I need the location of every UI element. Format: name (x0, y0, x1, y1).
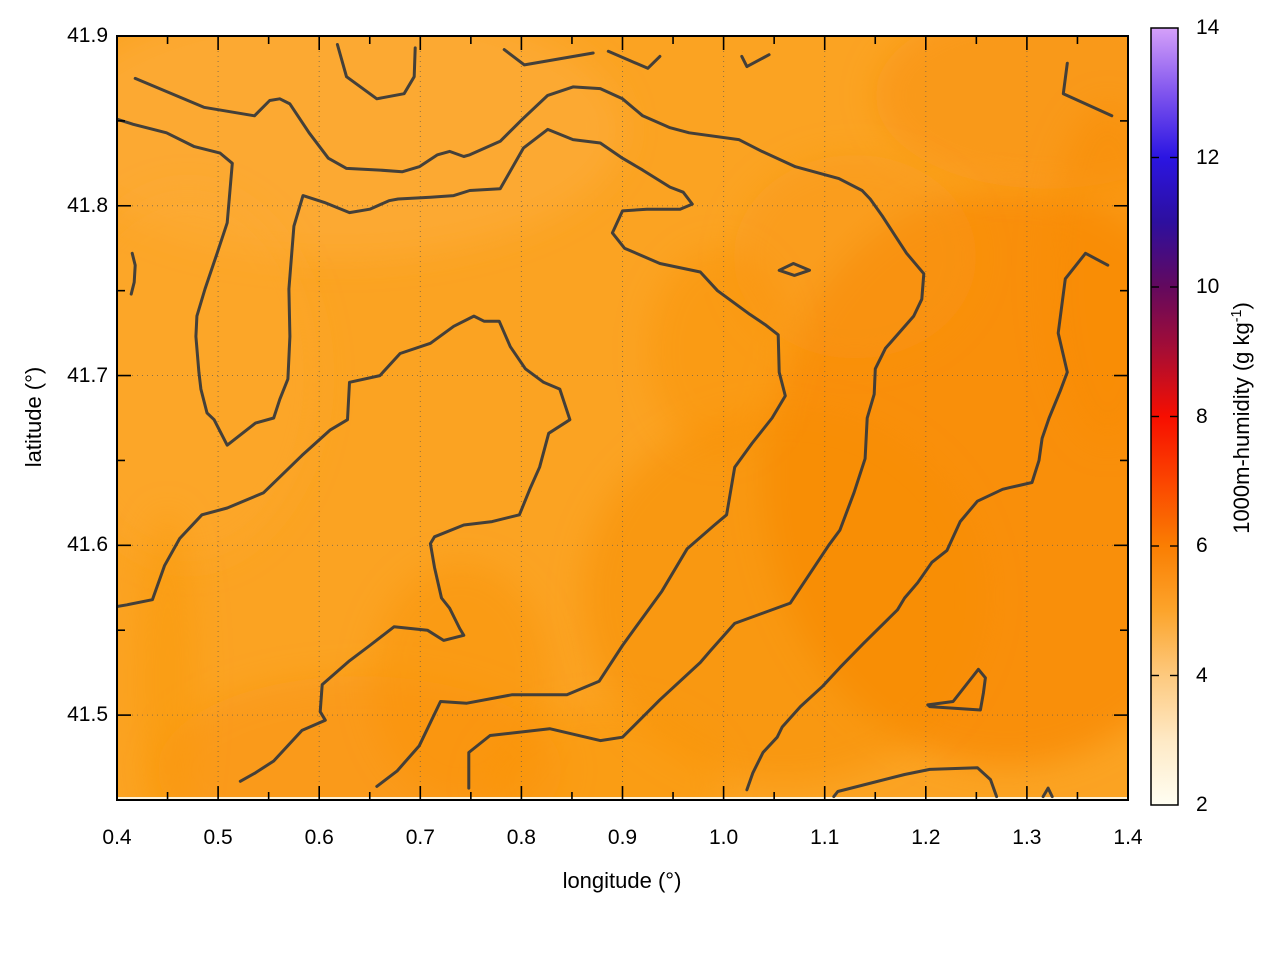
colorbar-tick-label: 8 (1196, 404, 1208, 428)
x-tick-label: 1.1 (810, 826, 840, 849)
colorbar-tick-label: 10 (1196, 275, 1220, 298)
x-tick-label: 1.2 (911, 826, 941, 849)
y-tick-label: 41.6 (67, 533, 108, 557)
y-tick-label: 41.5 (67, 703, 108, 727)
colorbar-tick-label: 2 (1196, 793, 1208, 816)
colorbar-title-superscript: -1 (1228, 309, 1245, 323)
x-tick-label: 1.4 (1113, 826, 1143, 849)
colorbar-tick-label: 14 (1196, 16, 1220, 39)
x-tick-label: 0.9 (607, 826, 638, 849)
x-tick-label: 0.6 (304, 826, 334, 849)
x-tick-label: 0.4 (102, 826, 132, 849)
x-tick-label: 0.7 (405, 826, 435, 849)
colorbar-tick-label: 4 (1196, 663, 1208, 687)
x-tick-label: 0.8 (506, 826, 536, 849)
x-tick-label: 1.0 (708, 826, 739, 849)
x-tick-label: 1.3 (1012, 826, 1042, 849)
x-axis-title: longitude (°) (562, 868, 682, 893)
colorbar-tick-label: 6 (1196, 534, 1208, 557)
colorbar-title-close: ) (1229, 302, 1255, 310)
y-tick-label: 41.9 (67, 24, 108, 47)
colorbar-tick-label: 12 (1196, 145, 1220, 169)
x-tick-label: 0.5 (203, 826, 233, 849)
y-tick-label: 41.7 (67, 363, 108, 387)
y-tick-label: 41.8 (67, 193, 108, 217)
